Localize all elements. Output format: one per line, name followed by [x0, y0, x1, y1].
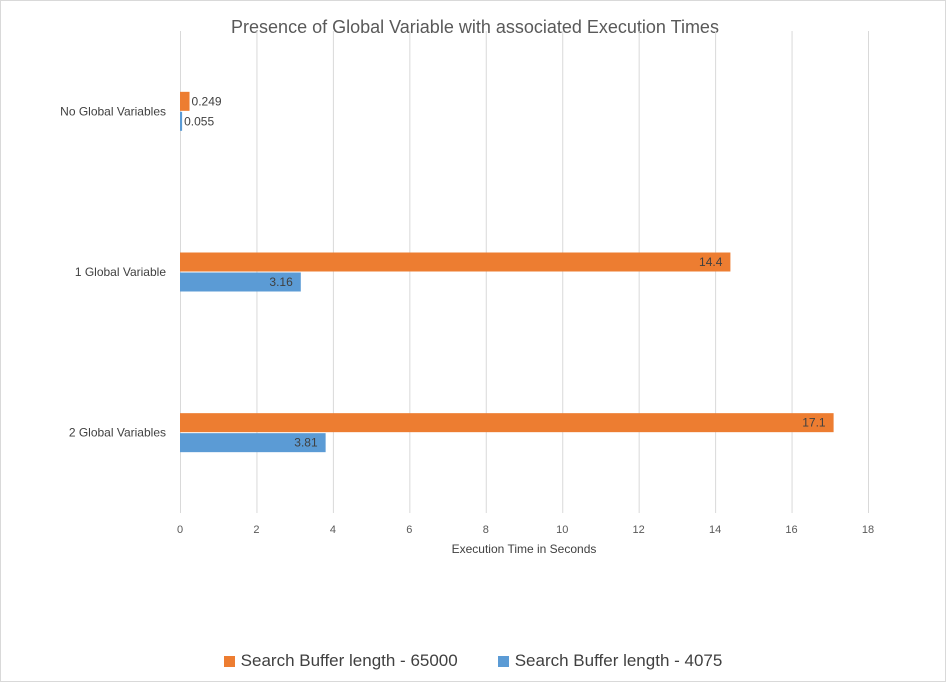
x-tick-label: 16 [785, 524, 797, 536]
category-labels: No Global Variables 1 Global Variable 2 Gl… [60, 104, 166, 439]
category-label: 1 Global Variable [75, 265, 166, 279]
bar-series-2-1 [180, 272, 301, 292]
chart-title: Presence of Global Variable with associa… [231, 17, 719, 37]
x-tick-label: 6 [406, 524, 412, 536]
data-label: 17.1 [802, 416, 826, 430]
bars [180, 91, 834, 453]
x-tick-label: 2 [253, 524, 259, 536]
x-tick-labels: 0 2 4 6 8 10 12 14 16 18 [177, 524, 874, 536]
category-label: No Global Variables [60, 104, 166, 118]
x-tick-label: 0 [177, 524, 183, 536]
bar-series-1-0 [180, 91, 190, 111]
data-labels: 0.249 0.055 14.4 3.16 17.1 3.81 [184, 94, 826, 449]
legend-label: Search Buffer length - 65000 [240, 651, 458, 670]
x-tick-label: 10 [556, 524, 568, 536]
x-tick-label: 12 [633, 524, 645, 536]
data-label: 0.055 [184, 114, 214, 128]
data-label: 3.81 [294, 436, 318, 450]
bar-series-1-1 [180, 252, 731, 272]
bar-series-2-2 [180, 433, 326, 453]
legend-label: Search Buffer length - 4075 [514, 651, 723, 670]
bar-series-1-2 [180, 413, 834, 433]
bar-series-2-0 [180, 111, 183, 131]
data-label: 14.4 [699, 255, 723, 269]
gridlines [180, 31, 869, 513]
x-tick-label: 8 [483, 524, 489, 536]
x-tick-label: 18 [862, 524, 874, 536]
legend-swatch-orange [223, 655, 235, 667]
legend-swatch-blue [497, 655, 509, 667]
legend: Search Buffer length - 65000 Search Buff… [0, 648, 946, 674]
data-label: 3.16 [269, 275, 293, 289]
category-label: 2 Global Variables [69, 426, 166, 440]
data-label: 0.249 [192, 94, 222, 108]
legend-item-series-1: Search Buffer length - 65000 [223, 651, 458, 671]
legend-item-series-2: Search Buffer length - 4075 [497, 651, 723, 671]
x-tick-label: 14 [709, 524, 721, 536]
x-tick-label: 4 [330, 524, 336, 536]
x-axis-title: Execution Time in Seconds [452, 542, 597, 556]
